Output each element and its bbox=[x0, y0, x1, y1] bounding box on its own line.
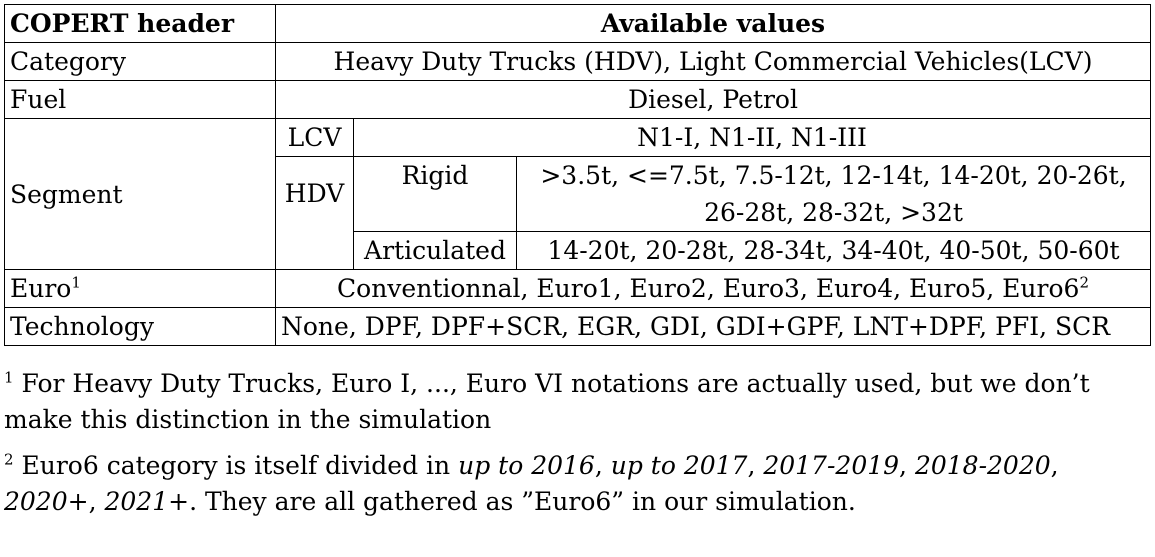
segment-articulated-row: Articulated 14-20t, 20-28t, 28-34t, 34-4… bbox=[5, 231, 1152, 270]
segment-lcv-label: LCV bbox=[275, 118, 354, 157]
euro-value: Conventionnal, Euro1, Euro2, Euro3, Euro… bbox=[337, 274, 1080, 303]
category-value: Heavy Duty Trucks (HDV), Light Commercia… bbox=[274, 42, 1152, 81]
euro-label-cell: Euro1 bbox=[4, 269, 276, 308]
segment-hdv-label: HDV bbox=[275, 156, 354, 270]
footnote-2-post: . They are all gathered as ”Euro6” in ou… bbox=[189, 487, 856, 516]
footnote-1-text: For Heavy Duty Trucks, Euro I, ..., Euro… bbox=[4, 369, 1090, 434]
euro-label-footnote-mark: 1 bbox=[71, 273, 81, 292]
segment-label: Segment bbox=[4, 118, 276, 270]
footnote-2-mark: 2 bbox=[4, 450, 14, 469]
euro-value-cell: Conventionnal, Euro1, Euro2, Euro3, Euro… bbox=[274, 269, 1152, 308]
category-label: Category bbox=[4, 42, 276, 81]
footnote-2-pre: Euro6 category is itself divided in bbox=[21, 451, 451, 480]
footnote-1: 1 For Heavy Duty Trucks, Euro I, ..., Eu… bbox=[4, 366, 1150, 438]
euro-row: Euro1 Conventionnal, Euro1, Euro2, Euro3… bbox=[4, 269, 1152, 308]
segment-rigid-label: Rigid bbox=[353, 156, 517, 232]
segment-rigid-value: >3.5t, <=7.5t, 7.5-12t, 12-14t, 14-20t, … bbox=[515, 156, 1152, 232]
fuel-row: Fuel Diesel, Petrol bbox=[4, 80, 1152, 119]
footnote-2: 2 Euro6 category is itself divided in up… bbox=[4, 450, 1059, 516]
fuel-label: Fuel bbox=[4, 80, 276, 119]
footnote-2-it4: 2018-2020 bbox=[914, 451, 1051, 480]
footnote-2-it1: up to 2016 bbox=[458, 451, 595, 480]
segment-lcv-row: Segment LCV N1-I, N1-II, N1-III bbox=[4, 118, 1152, 270]
header-row: COPERT header Available values bbox=[4, 4, 1152, 43]
segment-articulated-label: Articulated bbox=[353, 231, 517, 270]
fuel-value: Diesel, Petrol bbox=[274, 80, 1152, 119]
document: COPERT header Available values Category … bbox=[4, 4, 1152, 530]
footnote-1-mark: 1 bbox=[4, 368, 14, 387]
footnote-2-it3: 2017-2019 bbox=[763, 451, 900, 480]
category-row: Category Heavy Duty Trucks (HDV), Light … bbox=[4, 42, 1152, 81]
footnote-2-it2: up to 2017 bbox=[610, 451, 748, 480]
technology-value: None, DPF, DPF+SCR, EGR, GDI, GDI+GPF, L… bbox=[274, 307, 1152, 346]
copert-table: COPERT header Available values Category … bbox=[4, 4, 1152, 346]
header-copert: COPERT header bbox=[4, 4, 276, 43]
euro-label: Euro bbox=[10, 274, 72, 303]
footnote-2-it6: 2021+ bbox=[104, 487, 190, 516]
header-available-values: Available values bbox=[274, 4, 1152, 43]
footnote-2-it5: 2020+ bbox=[4, 487, 89, 516]
euro-value-footnote-mark: 2 bbox=[1079, 273, 1089, 292]
segment-lcv-value: N1-I, N1-II, N1-III bbox=[352, 118, 1152, 157]
technology-label: Technology bbox=[4, 307, 276, 346]
segment-articulated-value: 14-20t, 20-28t, 28-34t, 34-40t, 40-50t, … bbox=[515, 231, 1152, 270]
footnotes: 1 For Heavy Duty Trucks, Euro I, ..., Eu… bbox=[4, 366, 1150, 520]
technology-row: Technology None, DPF, DPF+SCR, EGR, GDI,… bbox=[4, 307, 1152, 346]
